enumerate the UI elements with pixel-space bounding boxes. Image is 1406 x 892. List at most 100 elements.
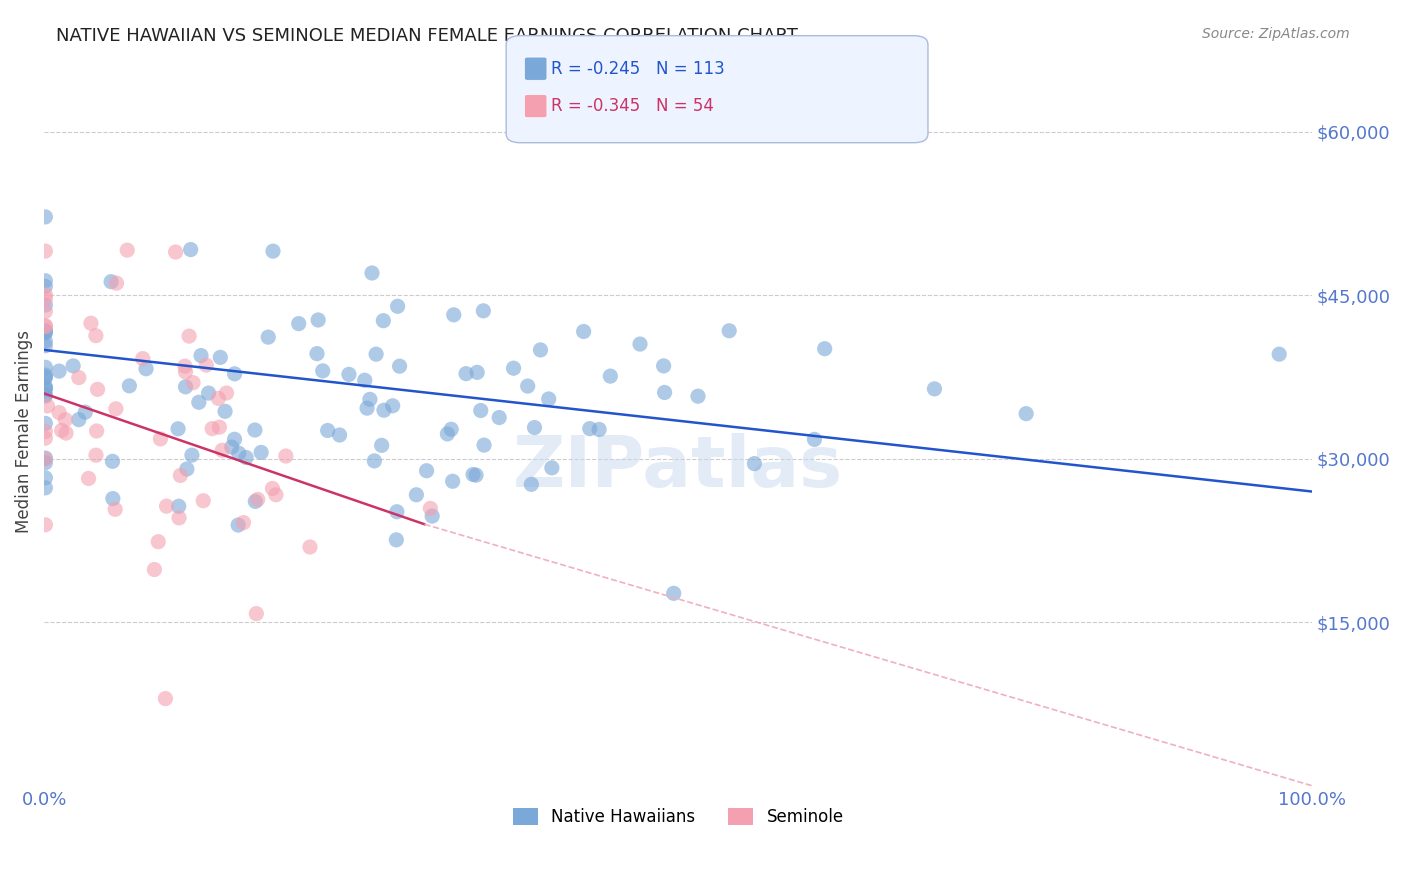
- Native Hawaiians: [361, 266, 384, 280]
- Native Hawaiians: [62, 359, 84, 373]
- Native Hawaiians: [243, 423, 266, 437]
- Seminole: [84, 328, 107, 343]
- Native Hawaiians: [167, 500, 190, 514]
- Text: NATIVE HAWAIIAN VS SEMINOLE MEDIAN FEMALE EARNINGS CORRELATION CHART: NATIVE HAWAIIAN VS SEMINOLE MEDIAN FEMAL…: [56, 27, 799, 45]
- Seminole: [34, 452, 56, 467]
- Native Hawaiians: [312, 364, 335, 378]
- Native Hawaiians: [353, 373, 375, 387]
- Seminole: [48, 406, 70, 420]
- Native Hawaiians: [337, 368, 360, 382]
- Native Hawaiians: [718, 324, 741, 338]
- Seminole: [149, 432, 172, 446]
- Seminole: [181, 376, 204, 390]
- Text: ZIPatlas: ZIPatlas: [513, 433, 844, 501]
- Native Hawaiians: [572, 325, 595, 339]
- Seminole: [34, 292, 56, 306]
- Native Hawaiians: [588, 422, 610, 436]
- Native Hawaiians: [34, 326, 56, 340]
- Native Hawaiians: [356, 401, 378, 416]
- Native Hawaiians: [420, 509, 443, 524]
- Text: R = -0.345   N = 54: R = -0.345 N = 54: [551, 97, 714, 115]
- Native Hawaiians: [34, 471, 56, 485]
- Native Hawaiians: [34, 389, 56, 403]
- Native Hawaiians: [654, 385, 676, 400]
- Native Hawaiians: [34, 370, 56, 384]
- Seminole: [208, 420, 231, 434]
- Seminole: [215, 386, 238, 401]
- Native Hawaiians: [34, 381, 56, 395]
- Seminole: [167, 511, 190, 525]
- Native Hawaiians: [224, 367, 246, 381]
- Native Hawaiians: [135, 361, 157, 376]
- Native Hawaiians: [520, 477, 543, 491]
- Native Hawaiians: [34, 360, 56, 375]
- Seminole: [246, 492, 269, 507]
- Native Hawaiians: [34, 325, 56, 339]
- Native Hawaiians: [363, 454, 385, 468]
- Seminole: [155, 499, 177, 513]
- Native Hawaiians: [465, 468, 488, 483]
- Native Hawaiians: [628, 337, 651, 351]
- Native Hawaiians: [370, 438, 392, 452]
- Native Hawaiians: [472, 438, 495, 452]
- Native Hawaiians: [75, 405, 97, 419]
- Seminole: [67, 370, 90, 384]
- Native Hawaiians: [197, 386, 219, 401]
- Native Hawaiians: [101, 454, 124, 468]
- Native Hawaiians: [1268, 347, 1291, 361]
- Native Hawaiians: [235, 450, 257, 465]
- Native Hawaiians: [599, 369, 621, 384]
- Seminole: [169, 468, 191, 483]
- Seminole: [174, 365, 197, 379]
- Native Hawaiians: [226, 518, 249, 533]
- Seminole: [165, 245, 187, 260]
- Native Hawaiians: [176, 462, 198, 476]
- Native Hawaiians: [34, 382, 56, 396]
- Native Hawaiians: [373, 403, 395, 417]
- Seminole: [201, 421, 224, 435]
- Native Hawaiians: [221, 440, 243, 454]
- Native Hawaiians: [329, 428, 352, 442]
- Native Hawaiians: [34, 298, 56, 312]
- Seminole: [84, 448, 107, 462]
- Seminole: [148, 534, 170, 549]
- Seminole: [34, 318, 56, 333]
- Native Hawaiians: [472, 303, 495, 318]
- Native Hawaiians: [744, 457, 766, 471]
- Seminole: [193, 493, 215, 508]
- Seminole: [207, 392, 229, 406]
- Seminole: [34, 431, 56, 445]
- Native Hawaiians: [305, 346, 328, 360]
- Legend: Native Hawaiians, Seminole: Native Hawaiians, Seminole: [505, 799, 852, 834]
- Seminole: [143, 562, 166, 576]
- Native Hawaiians: [537, 392, 560, 406]
- Native Hawaiians: [34, 339, 56, 353]
- Native Hawaiians: [167, 422, 190, 436]
- Native Hawaiians: [34, 387, 56, 401]
- Seminole: [174, 359, 197, 374]
- Native Hawaiians: [34, 279, 56, 293]
- Native Hawaiians: [803, 433, 825, 447]
- Native Hawaiians: [180, 243, 202, 257]
- Native Hawaiians: [443, 308, 465, 322]
- Native Hawaiians: [415, 464, 437, 478]
- Native Hawaiians: [385, 505, 408, 519]
- Seminole: [34, 425, 56, 439]
- Native Hawaiians: [470, 403, 492, 417]
- Native Hawaiians: [34, 368, 56, 382]
- Native Hawaiians: [34, 456, 56, 470]
- Seminole: [80, 316, 103, 330]
- Seminole: [34, 304, 56, 318]
- Native Hawaiians: [100, 275, 122, 289]
- Native Hawaiians: [385, 533, 408, 547]
- Native Hawaiians: [686, 389, 709, 403]
- Seminole: [115, 243, 138, 257]
- Native Hawaiians: [436, 426, 458, 441]
- Seminole: [37, 399, 59, 413]
- Native Hawaiians: [48, 364, 70, 378]
- Native Hawaiians: [465, 365, 488, 379]
- Native Hawaiians: [502, 361, 524, 376]
- Seminole: [245, 607, 267, 621]
- Seminole: [419, 501, 441, 516]
- Seminole: [264, 488, 287, 502]
